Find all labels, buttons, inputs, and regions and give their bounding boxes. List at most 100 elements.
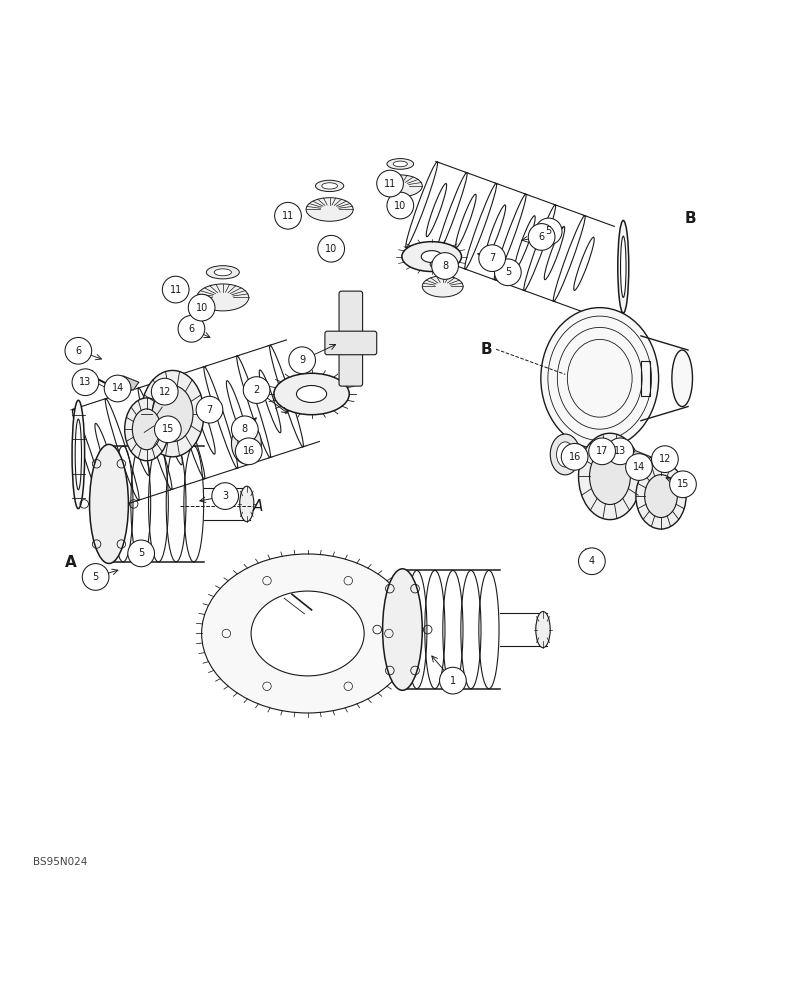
Circle shape — [188, 294, 215, 321]
Ellipse shape — [620, 236, 626, 297]
Text: 8: 8 — [442, 261, 448, 271]
Circle shape — [440, 667, 466, 694]
Ellipse shape — [422, 276, 463, 297]
Ellipse shape — [141, 370, 204, 457]
Text: A: A — [65, 555, 76, 570]
Ellipse shape — [672, 350, 693, 407]
Text: 5: 5 — [545, 226, 552, 236]
Circle shape — [82, 564, 109, 590]
Ellipse shape — [240, 486, 254, 522]
Circle shape — [65, 337, 91, 364]
Text: 1: 1 — [450, 676, 456, 686]
Text: 10: 10 — [195, 303, 208, 313]
Circle shape — [387, 192, 414, 219]
Text: 14: 14 — [111, 383, 124, 393]
Text: 5: 5 — [505, 267, 511, 277]
Circle shape — [607, 438, 634, 465]
Circle shape — [128, 540, 154, 567]
Ellipse shape — [636, 463, 686, 529]
Circle shape — [196, 396, 223, 423]
Text: 12: 12 — [158, 387, 171, 397]
Circle shape — [589, 438, 615, 465]
Ellipse shape — [378, 175, 422, 197]
Ellipse shape — [90, 444, 128, 563]
Text: 9: 9 — [299, 355, 305, 365]
Text: 15: 15 — [162, 424, 174, 434]
Ellipse shape — [238, 431, 255, 456]
Circle shape — [432, 253, 459, 279]
Ellipse shape — [72, 400, 84, 509]
Circle shape — [243, 377, 270, 403]
Ellipse shape — [132, 409, 161, 450]
Circle shape — [535, 218, 562, 245]
Circle shape — [626, 454, 652, 480]
Text: 11: 11 — [169, 285, 182, 295]
Ellipse shape — [618, 220, 629, 313]
Ellipse shape — [589, 448, 630, 505]
Circle shape — [275, 202, 301, 229]
Text: 13: 13 — [614, 446, 626, 456]
Ellipse shape — [315, 180, 344, 192]
Ellipse shape — [436, 261, 450, 267]
Text: 17: 17 — [596, 446, 608, 456]
Circle shape — [318, 235, 344, 262]
Circle shape — [528, 224, 555, 250]
Ellipse shape — [430, 259, 455, 270]
Text: 16: 16 — [243, 446, 255, 456]
Ellipse shape — [422, 251, 442, 263]
Ellipse shape — [556, 442, 574, 467]
Circle shape — [162, 276, 189, 303]
Ellipse shape — [322, 183, 337, 189]
Circle shape — [151, 378, 178, 405]
Text: 11: 11 — [384, 179, 396, 189]
Circle shape — [104, 375, 131, 402]
Text: 13: 13 — [80, 377, 91, 387]
FancyBboxPatch shape — [325, 331, 377, 355]
Text: 2: 2 — [254, 385, 260, 395]
Circle shape — [578, 548, 605, 575]
Ellipse shape — [550, 434, 580, 475]
Text: 10: 10 — [394, 201, 407, 211]
Ellipse shape — [536, 612, 550, 648]
Text: 7: 7 — [489, 253, 496, 263]
Circle shape — [652, 446, 678, 473]
Ellipse shape — [232, 423, 262, 464]
Circle shape — [212, 483, 239, 509]
Circle shape — [495, 259, 521, 286]
Ellipse shape — [383, 569, 422, 690]
Ellipse shape — [125, 398, 169, 461]
Ellipse shape — [251, 591, 364, 676]
Ellipse shape — [202, 554, 414, 713]
Text: 15: 15 — [677, 479, 690, 489]
FancyBboxPatch shape — [339, 291, 362, 386]
Circle shape — [561, 443, 588, 470]
Ellipse shape — [541, 308, 659, 449]
Ellipse shape — [645, 475, 678, 518]
Circle shape — [377, 170, 403, 197]
Text: 5: 5 — [138, 548, 144, 558]
Ellipse shape — [197, 284, 249, 311]
Ellipse shape — [387, 159, 414, 169]
Circle shape — [288, 347, 315, 374]
Circle shape — [178, 315, 205, 342]
Text: 14: 14 — [633, 462, 645, 472]
Ellipse shape — [152, 386, 193, 442]
Ellipse shape — [393, 161, 407, 167]
Circle shape — [154, 416, 181, 443]
Ellipse shape — [75, 419, 81, 490]
Circle shape — [232, 416, 258, 443]
Text: 7: 7 — [206, 405, 213, 415]
Ellipse shape — [214, 269, 232, 276]
Text: 6: 6 — [76, 346, 81, 356]
Text: A: A — [253, 499, 263, 514]
Ellipse shape — [578, 433, 641, 520]
Circle shape — [670, 471, 697, 498]
Ellipse shape — [402, 242, 462, 272]
Text: 3: 3 — [222, 491, 229, 501]
Text: BS95N024: BS95N024 — [33, 857, 87, 867]
Ellipse shape — [296, 386, 327, 402]
Polygon shape — [630, 451, 651, 465]
Ellipse shape — [306, 198, 353, 221]
Text: 8: 8 — [242, 424, 248, 434]
Text: 6: 6 — [188, 324, 195, 334]
